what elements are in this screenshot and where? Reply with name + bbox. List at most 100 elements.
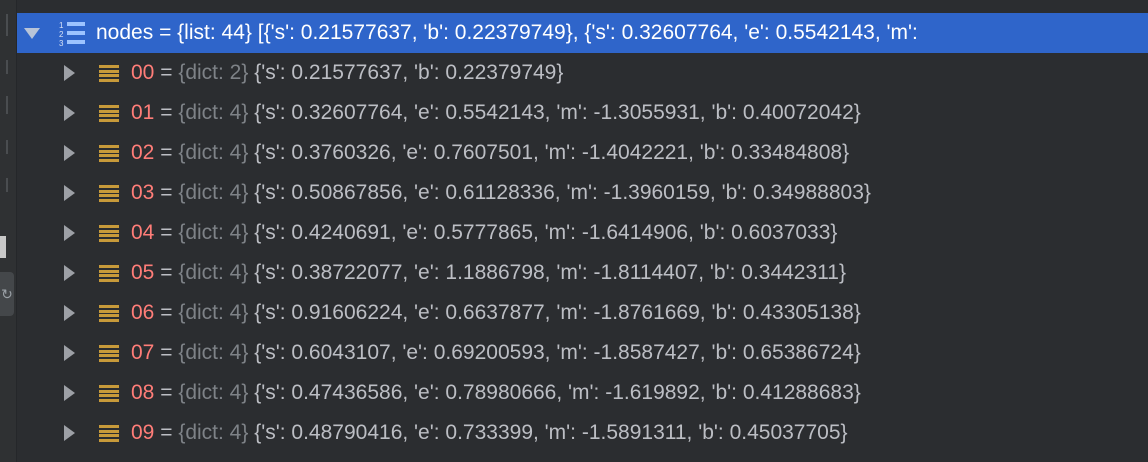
item-row-text: 00 = {dict: 2} {'s': 0.21577637, 'b': 0.… (131, 53, 563, 93)
tree-row-item[interactable]: 01 = {dict: 4} {'s': 0.32607764, 'e': 0.… (17, 93, 1148, 133)
item-value: {'s': 0.91606224, 'e': 0.6637877, 'm': -… (254, 301, 861, 324)
item-index: 07 (131, 341, 155, 364)
dict-icon (99, 265, 119, 282)
refresh-icon[interactable]: ↻ (0, 272, 14, 316)
item-index: 06 (131, 301, 155, 324)
type-info: {dict: 4} (178, 181, 249, 204)
assign-operator: = (160, 341, 173, 364)
item-index: 05 (131, 261, 155, 284)
gutter-marker (6, 178, 8, 192)
expand-toggle-icon[interactable] (61, 213, 77, 253)
expand-toggle-icon[interactable] (61, 253, 77, 293)
expand-toggle-icon[interactable] (61, 93, 77, 133)
dict-icon (99, 425, 119, 442)
item-value: {'s': 0.50867856, 'e': 0.61128336, 'm': … (254, 181, 871, 204)
assign-operator: = (160, 301, 173, 324)
item-value: {'s': 0.38722077, 'e': 1.1886798, 'm': -… (254, 261, 846, 284)
dict-icon (99, 145, 119, 162)
list-icon: 1 2 3 (59, 21, 85, 47)
item-row-text: 05 = {dict: 4} {'s': 0.38722077, 'e': 1.… (131, 253, 846, 293)
type-info: {dict: 4} (178, 221, 249, 244)
item-row-text: 02 = {dict: 4} {'s': 0.3760326, 'e': 0.7… (131, 133, 849, 173)
assign-operator: = (160, 101, 173, 124)
tree-row-item[interactable]: 04 = {dict: 4} {'s': 0.4240691, 'e': 0.5… (17, 213, 1148, 253)
variable-value: [{'s': 0.21577637, 'b': 0.22379749}, {'s… (257, 21, 918, 44)
dict-icon (99, 65, 119, 82)
gutter-highlight (0, 236, 6, 258)
item-row-text: 09 = {dict: 4} {'s': 0.48790416, 'e': 0.… (131, 413, 848, 453)
tree-row-item[interactable]: 07 = {dict: 4} {'s': 0.6043107, 'e': 0.6… (17, 333, 1148, 373)
type-info: {dict: 4} (178, 421, 249, 444)
type-info: {dict: 4} (178, 101, 249, 124)
tree-row-item[interactable]: 05 = {dict: 4} {'s': 0.38722077, 'e': 1.… (17, 253, 1148, 293)
gutter-marker (6, 96, 8, 114)
tree-row-item[interactable]: 02 = {dict: 4} {'s': 0.3760326, 'e': 0.7… (17, 133, 1148, 173)
tree-row-item[interactable]: 03 = {dict: 4} {'s': 0.50867856, 'e': 0.… (17, 173, 1148, 213)
item-index: 02 (131, 141, 155, 164)
variable-name: nodes (96, 21, 154, 44)
item-value: {'s': 0.48790416, 'e': 0.733399, 'm': -1… (254, 421, 848, 444)
svg-text:3: 3 (59, 39, 64, 47)
expand-toggle-icon[interactable] (61, 53, 77, 93)
type-info: {dict: 4} (178, 381, 249, 404)
assign-operator: = (160, 261, 173, 284)
dict-icon (99, 105, 119, 122)
item-value: {'s': 0.4240691, 'e': 0.5777865, 'm': -1… (254, 221, 838, 244)
gutter-marker (6, 140, 8, 154)
item-value: {'s': 0.21577637, 'b': 0.22379749} (254, 61, 564, 84)
item-value: {'s': 0.3760326, 'e': 0.7607501, 'm': -1… (254, 141, 850, 164)
type-info: {dict: 2} (178, 61, 249, 84)
item-row-text: 06 = {dict: 4} {'s': 0.91606224, 'e': 0.… (131, 293, 861, 333)
tree-row-item[interactable]: 08 = {dict: 4} {'s': 0.47436586, 'e': 0.… (17, 373, 1148, 413)
item-index: 03 (131, 181, 155, 204)
dict-icon (99, 305, 119, 322)
variable-tree: 1 2 3 nodes = {list: 44} [{'s': 0.215776… (17, 13, 1148, 453)
gutter-marker (6, 14, 8, 36)
item-index: 09 (131, 421, 155, 444)
item-row-text: 07 = {dict: 4} {'s': 0.6043107, 'e': 0.6… (131, 333, 861, 373)
dict-icon (99, 185, 119, 202)
item-value: {'s': 0.6043107, 'e': 0.69200593, 'm': -… (254, 341, 861, 364)
item-row-text: 04 = {dict: 4} {'s': 0.4240691, 'e': 0.5… (131, 213, 837, 253)
assign-operator: = (159, 21, 172, 44)
root-row-text: nodes = {list: 44} [{'s': 0.21577637, 'b… (96, 13, 918, 53)
tree-row-nodes[interactable]: 1 2 3 nodes = {list: 44} [{'s': 0.215776… (17, 13, 1148, 53)
assign-operator: = (160, 181, 173, 204)
item-index: 04 (131, 221, 155, 244)
dict-icon (99, 385, 119, 402)
item-index: 01 (131, 101, 155, 124)
tree-row-item[interactable]: 09 = {dict: 4} {'s': 0.48790416, 'e': 0.… (17, 413, 1148, 453)
tree-row-item[interactable]: 06 = {dict: 4} {'s': 0.91606224, 'e': 0.… (17, 293, 1148, 333)
collapse-toggle-icon[interactable] (24, 13, 40, 53)
type-info: {dict: 4} (178, 341, 249, 364)
item-row-text: 01 = {dict: 4} {'s': 0.32607764, 'e': 0.… (131, 93, 861, 133)
item-row-text: 03 = {dict: 4} {'s': 0.50867856, 'e': 0.… (131, 173, 871, 213)
dict-icon (99, 225, 119, 242)
expand-toggle-icon[interactable] (61, 333, 77, 373)
svg-text:1: 1 (59, 21, 64, 30)
item-value: {'s': 0.47436586, 'e': 0.78980666, 'm': … (254, 381, 861, 404)
type-info: {dict: 4} (178, 141, 249, 164)
expand-toggle-icon[interactable] (61, 173, 77, 213)
assign-operator: = (160, 221, 173, 244)
assign-operator: = (160, 421, 173, 444)
tree-row-item[interactable]: 00 = {dict: 2} {'s': 0.21577637, 'b': 0.… (17, 53, 1148, 93)
gutter-marker (6, 60, 8, 74)
svg-text:2: 2 (59, 30, 64, 39)
dict-icon (99, 345, 119, 362)
type-info: {dict: 4} (178, 301, 249, 324)
assign-operator: = (160, 61, 173, 84)
type-info: {dict: 4} (178, 261, 249, 284)
left-gutter: ↻ (0, 0, 17, 462)
type-info: {list: 44} (177, 21, 252, 44)
item-index: 08 (131, 381, 155, 404)
assign-operator: = (160, 381, 173, 404)
expand-toggle-icon[interactable] (61, 293, 77, 333)
item-value: {'s': 0.32607764, 'e': 0.5542143, 'm': -… (254, 101, 861, 124)
expand-toggle-icon[interactable] (61, 133, 77, 173)
item-row-text: 08 = {dict: 4} {'s': 0.47436586, 'e': 0.… (131, 373, 861, 413)
expand-toggle-icon[interactable] (61, 373, 77, 413)
expand-toggle-icon[interactable] (61, 413, 77, 453)
assign-operator: = (160, 141, 173, 164)
